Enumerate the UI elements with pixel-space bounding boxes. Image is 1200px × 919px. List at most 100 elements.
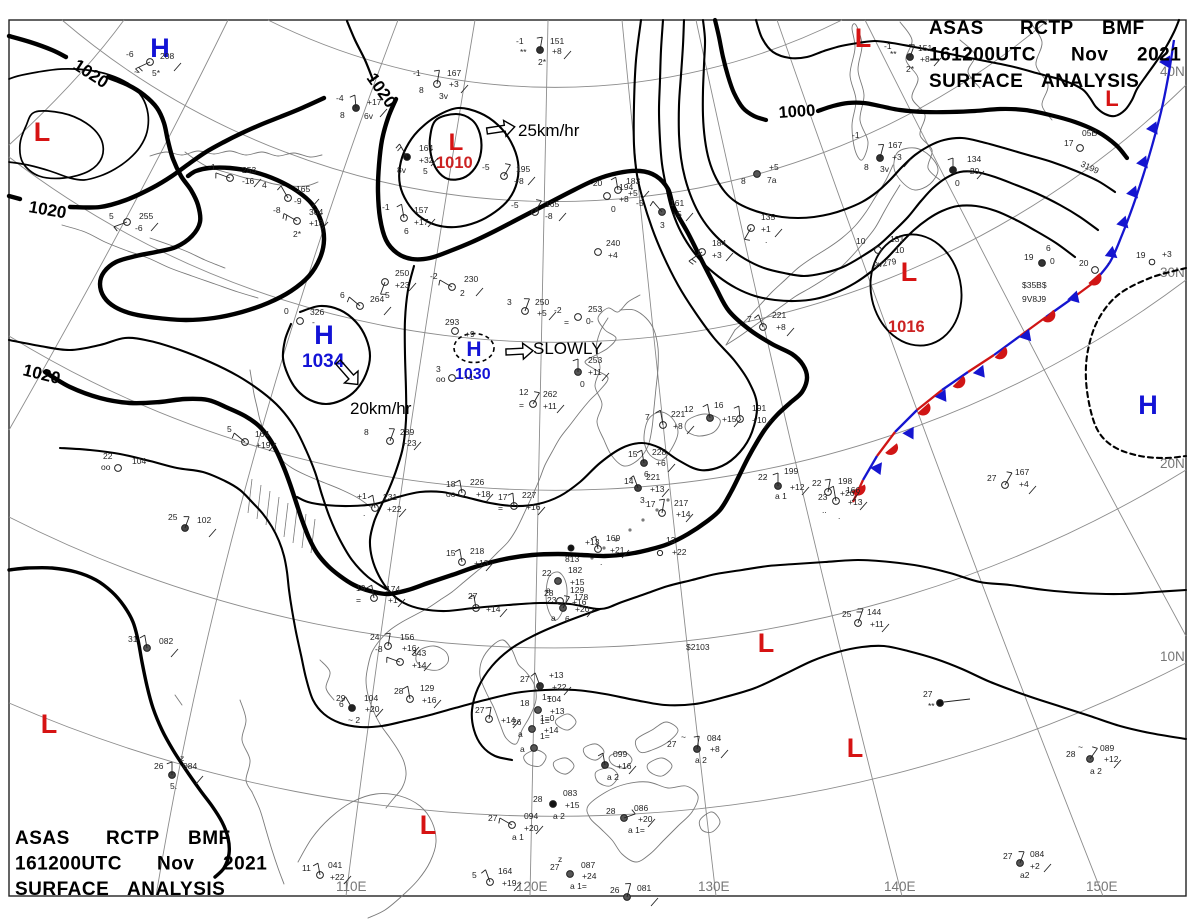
svg-text:086: 086 [634, 803, 648, 813]
svg-text:-4: -4 [336, 93, 344, 103]
svg-text:-5: -5 [511, 200, 519, 210]
svg-text:15: 15 [446, 548, 456, 558]
svg-text:8: 8 [419, 85, 424, 95]
svg-text:+14: +14 [501, 715, 516, 725]
svg-text:250: 250 [535, 297, 549, 307]
svg-text:161: 161 [670, 198, 684, 208]
svg-text:**: ** [928, 701, 935, 711]
svg-text:L: L [1105, 86, 1118, 111]
svg-text:255: 255 [139, 211, 153, 221]
svg-text:0: 0 [611, 204, 616, 214]
svg-text:084: 084 [183, 761, 197, 771]
svg-text:+3: +3 [449, 79, 459, 89]
svg-text:28: 28 [606, 806, 616, 816]
svg-text:166: 166 [846, 485, 860, 495]
svg-text:195: 195 [516, 164, 530, 174]
svg-text:218: 218 [470, 546, 484, 556]
svg-text:144: 144 [867, 607, 881, 617]
svg-text:161200UTC: 161200UTC [15, 854, 122, 875]
svg-text:1016: 1016 [888, 318, 925, 336]
svg-text:ANALYSIS: ANALYSIS [1041, 71, 1139, 92]
svg-text:+16: +16 [526, 502, 541, 512]
svg-text:ANALYSIS: ANALYSIS [127, 879, 225, 900]
svg-text:0: 0 [284, 306, 289, 316]
svg-text:-20: -20 [590, 178, 603, 188]
svg-text:262: 262 [543, 389, 557, 399]
svg-text:161200UTC: 161200UTC [929, 45, 1036, 66]
svg-text:+8: +8 [552, 46, 562, 56]
svg-text:+5: +5 [769, 162, 779, 172]
svg-text:z: z [180, 753, 184, 763]
svg-text:-8: -8 [273, 205, 281, 215]
svg-text:165: 165 [296, 184, 310, 194]
svg-text:27: 27 [1003, 851, 1013, 861]
svg-text:19: 19 [356, 583, 366, 593]
svg-text:L: L [901, 257, 918, 287]
svg-text:17: 17 [1064, 138, 1074, 148]
svg-text:084: 084 [1030, 849, 1044, 859]
svg-text:+16: +16 [402, 643, 417, 653]
svg-text:-2: -2 [554, 305, 562, 315]
svg-text:3v: 3v [880, 164, 890, 174]
svg-text:183: 183 [626, 176, 640, 186]
svg-text:3v: 3v [439, 91, 449, 101]
svg-text:199: 199 [784, 466, 798, 476]
svg-text:0-: 0- [586, 316, 594, 326]
svg-text:11: 11 [302, 863, 311, 873]
svg-text:+8: +8 [514, 176, 524, 186]
svg-text:140E: 140E [884, 879, 916, 894]
svg-text:22: 22 [103, 451, 113, 461]
svg-text:=: = [498, 503, 503, 513]
svg-text:+8: +8 [673, 421, 683, 431]
svg-text:H: H [1138, 390, 1158, 420]
svg-text:SURFACE: SURFACE [929, 71, 1023, 92]
svg-text:104: 104 [132, 456, 146, 466]
svg-text:a: a [551, 613, 556, 623]
svg-text:30N: 30N [1160, 265, 1185, 280]
svg-text:+15: +15 [570, 577, 585, 587]
svg-text:2021: 2021 [1137, 45, 1181, 66]
svg-text:27: 27 [488, 813, 498, 823]
svg-text:+22: +22 [552, 682, 567, 692]
svg-text:SURFACE: SURFACE [15, 879, 109, 900]
svg-text:26: 26 [512, 717, 522, 727]
svg-text:089: 089 [1100, 743, 1114, 753]
svg-text:228: 228 [652, 447, 666, 457]
svg-text:a 2: a 2 [553, 811, 565, 821]
svg-text:+20: +20 [365, 704, 380, 714]
svg-text:H: H [466, 338, 481, 361]
svg-text:-1: -1 [852, 130, 860, 140]
svg-text:+10: +10 [752, 415, 767, 425]
svg-text:130E: 130E [698, 879, 730, 894]
svg-text:+12: +12 [1104, 754, 1119, 764]
svg-text:104: 104 [547, 694, 561, 704]
svg-text:-16: -16 [242, 176, 255, 186]
svg-text:6: 6 [339, 699, 344, 709]
svg-text:a 1=: a 1= [628, 825, 645, 835]
svg-text:RCTP: RCTP [106, 828, 160, 849]
svg-text:ASAS: ASAS [929, 18, 984, 39]
svg-text:221: 221 [772, 310, 786, 320]
svg-text:Nov: Nov [157, 854, 194, 875]
svg-text:134: 134 [967, 154, 981, 164]
svg-text:=: = [519, 400, 524, 410]
svg-text:087: 087 [581, 860, 595, 870]
svg-text:2*: 2* [906, 64, 915, 74]
svg-text:221: 221 [671, 409, 685, 419]
svg-text:16: 16 [714, 400, 724, 410]
svg-text:31: 31 [128, 634, 138, 644]
svg-text:+4: +4 [608, 250, 618, 260]
svg-text:oo: oo [436, 374, 446, 384]
svg-text:14: 14 [624, 476, 634, 486]
svg-text:Nov: Nov [1071, 45, 1108, 66]
svg-text:169: 169 [606, 533, 620, 543]
svg-text:167: 167 [888, 140, 902, 150]
svg-text:9v279: 9v279 [873, 256, 898, 270]
svg-text:+13: +13 [650, 484, 665, 494]
svg-text:28: 28 [533, 794, 543, 804]
svg-text:104: 104 [364, 693, 378, 703]
svg-text:110E: 110E [336, 879, 367, 894]
svg-text:221: 221 [646, 472, 660, 482]
svg-text:L: L [420, 810, 437, 840]
svg-text:a2: a2 [1020, 870, 1030, 880]
